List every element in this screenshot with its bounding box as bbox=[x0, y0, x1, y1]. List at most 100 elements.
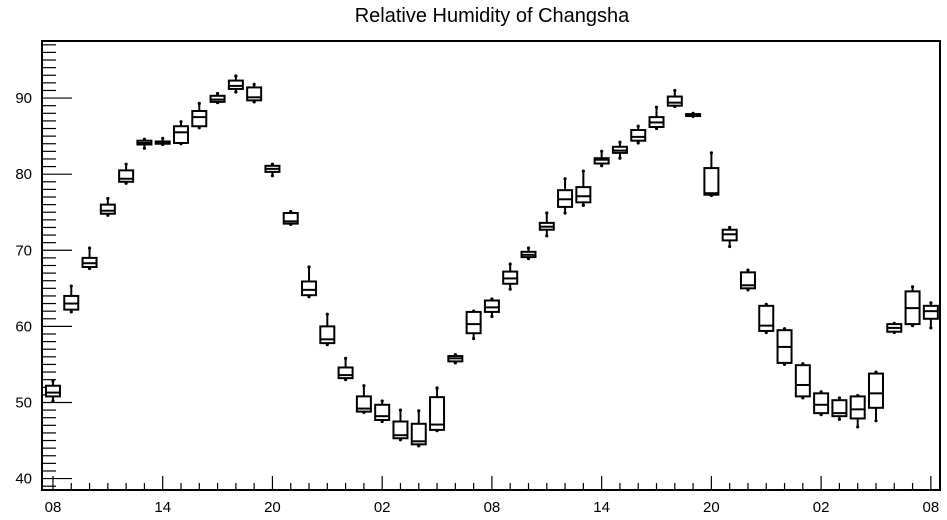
box-min-marker bbox=[691, 114, 695, 118]
box-min-marker bbox=[435, 429, 439, 433]
box-body bbox=[227, 79, 244, 90]
box-min-marker bbox=[69, 310, 73, 314]
box-max-marker bbox=[215, 91, 220, 96]
box-plot bbox=[502, 262, 519, 291]
box-min-marker bbox=[417, 444, 421, 448]
box-plot bbox=[685, 111, 702, 118]
box-max-marker bbox=[929, 301, 933, 305]
box-min-marker bbox=[398, 438, 403, 442]
box-max-marker bbox=[508, 262, 512, 266]
box-max-marker bbox=[673, 88, 677, 93]
box-body bbox=[301, 280, 318, 297]
box-min-marker bbox=[764, 330, 768, 335]
box-min-marker bbox=[636, 141, 640, 145]
box-min-marker bbox=[344, 378, 348, 382]
box-max-marker bbox=[453, 352, 457, 357]
box-min-marker bbox=[563, 211, 567, 215]
box-plot bbox=[739, 268, 756, 292]
x-tick-label: 14 bbox=[154, 499, 171, 516]
box-body bbox=[246, 86, 263, 102]
box-max-marker bbox=[51, 379, 55, 383]
box-plot bbox=[886, 321, 903, 335]
box-body bbox=[319, 325, 336, 345]
box-min-marker bbox=[508, 287, 512, 291]
box-min-marker bbox=[654, 126, 659, 131]
box-max-marker bbox=[398, 408, 403, 412]
box-max-marker bbox=[197, 101, 201, 106]
box-min-marker bbox=[362, 410, 366, 414]
box-series bbox=[44, 74, 939, 448]
box-min-marker bbox=[618, 156, 622, 160]
box-min-marker bbox=[142, 146, 147, 150]
box-min-marker bbox=[197, 126, 201, 130]
box-min-marker bbox=[161, 142, 165, 147]
box-min-marker bbox=[215, 101, 220, 105]
box-min-marker bbox=[380, 419, 384, 424]
box-max-marker bbox=[344, 356, 348, 360]
box-plot bbox=[99, 196, 116, 217]
box-plot bbox=[666, 88, 683, 109]
box-min-marker bbox=[526, 257, 531, 261]
box-body bbox=[794, 364, 811, 398]
box-plot bbox=[483, 297, 500, 319]
box-plot bbox=[429, 386, 446, 433]
box-max-marker bbox=[270, 162, 275, 166]
box-plot bbox=[191, 101, 208, 130]
box-plot bbox=[301, 265, 318, 299]
box-min-marker bbox=[325, 343, 329, 347]
box-plot bbox=[392, 408, 409, 442]
box-plot bbox=[172, 120, 189, 146]
box-body bbox=[666, 95, 683, 107]
box-max-marker bbox=[600, 149, 604, 153]
y-tick-label: 90 bbox=[15, 90, 32, 107]
box-plot bbox=[611, 140, 628, 160]
box-body bbox=[44, 384, 61, 398]
box-min-marker bbox=[929, 326, 933, 330]
box-min-marker bbox=[234, 90, 238, 94]
box-min-marker bbox=[87, 266, 92, 271]
box-max-marker bbox=[618, 140, 622, 144]
box-body bbox=[191, 110, 208, 128]
x-tick-label: 02 bbox=[813, 499, 830, 516]
box-plot bbox=[758, 302, 775, 335]
box-min-marker bbox=[856, 425, 860, 429]
box-max-marker bbox=[819, 390, 823, 394]
box-body bbox=[575, 186, 592, 204]
chart-title: Relative Humidity of Changsha bbox=[355, 5, 630, 27]
box-body bbox=[172, 125, 189, 144]
box-max-marker bbox=[142, 137, 147, 141]
box-min-marker bbox=[819, 413, 823, 417]
box-plot bbox=[227, 74, 244, 94]
box-plot bbox=[246, 82, 263, 104]
box-body bbox=[813, 392, 830, 415]
box-plot bbox=[355, 384, 372, 414]
box-plot bbox=[794, 362, 811, 400]
x-tick-label: 20 bbox=[703, 499, 720, 516]
x-tick-label: 08 bbox=[484, 499, 501, 516]
box-plot bbox=[319, 312, 336, 347]
box-plot bbox=[136, 137, 153, 150]
box-max-marker bbox=[691, 111, 695, 115]
box-plot bbox=[264, 162, 281, 178]
box-plot bbox=[63, 284, 80, 314]
x-tick-label: 20 bbox=[264, 499, 281, 516]
box-max-marker bbox=[892, 321, 896, 325]
box-max-marker bbox=[746, 268, 750, 272]
box-plot bbox=[721, 225, 738, 249]
box-plot bbox=[630, 124, 647, 145]
y-tick-label: 80 bbox=[15, 166, 32, 183]
box-max-marker bbox=[545, 211, 549, 215]
box-max-marker bbox=[837, 396, 842, 400]
box-plot bbox=[44, 379, 61, 403]
box-max-marker bbox=[435, 386, 439, 390]
box-min-marker bbox=[51, 399, 55, 403]
box-plot bbox=[557, 177, 574, 215]
box-min-marker bbox=[490, 314, 494, 319]
y-axis: 40 50 60 70 80 90 bbox=[15, 44, 72, 488]
box-plot bbox=[118, 162, 135, 185]
box-max-marker bbox=[307, 265, 311, 269]
box-body bbox=[758, 304, 775, 332]
box-min-marker bbox=[892, 330, 896, 335]
box-body bbox=[337, 366, 354, 380]
box-plot bbox=[575, 169, 592, 207]
